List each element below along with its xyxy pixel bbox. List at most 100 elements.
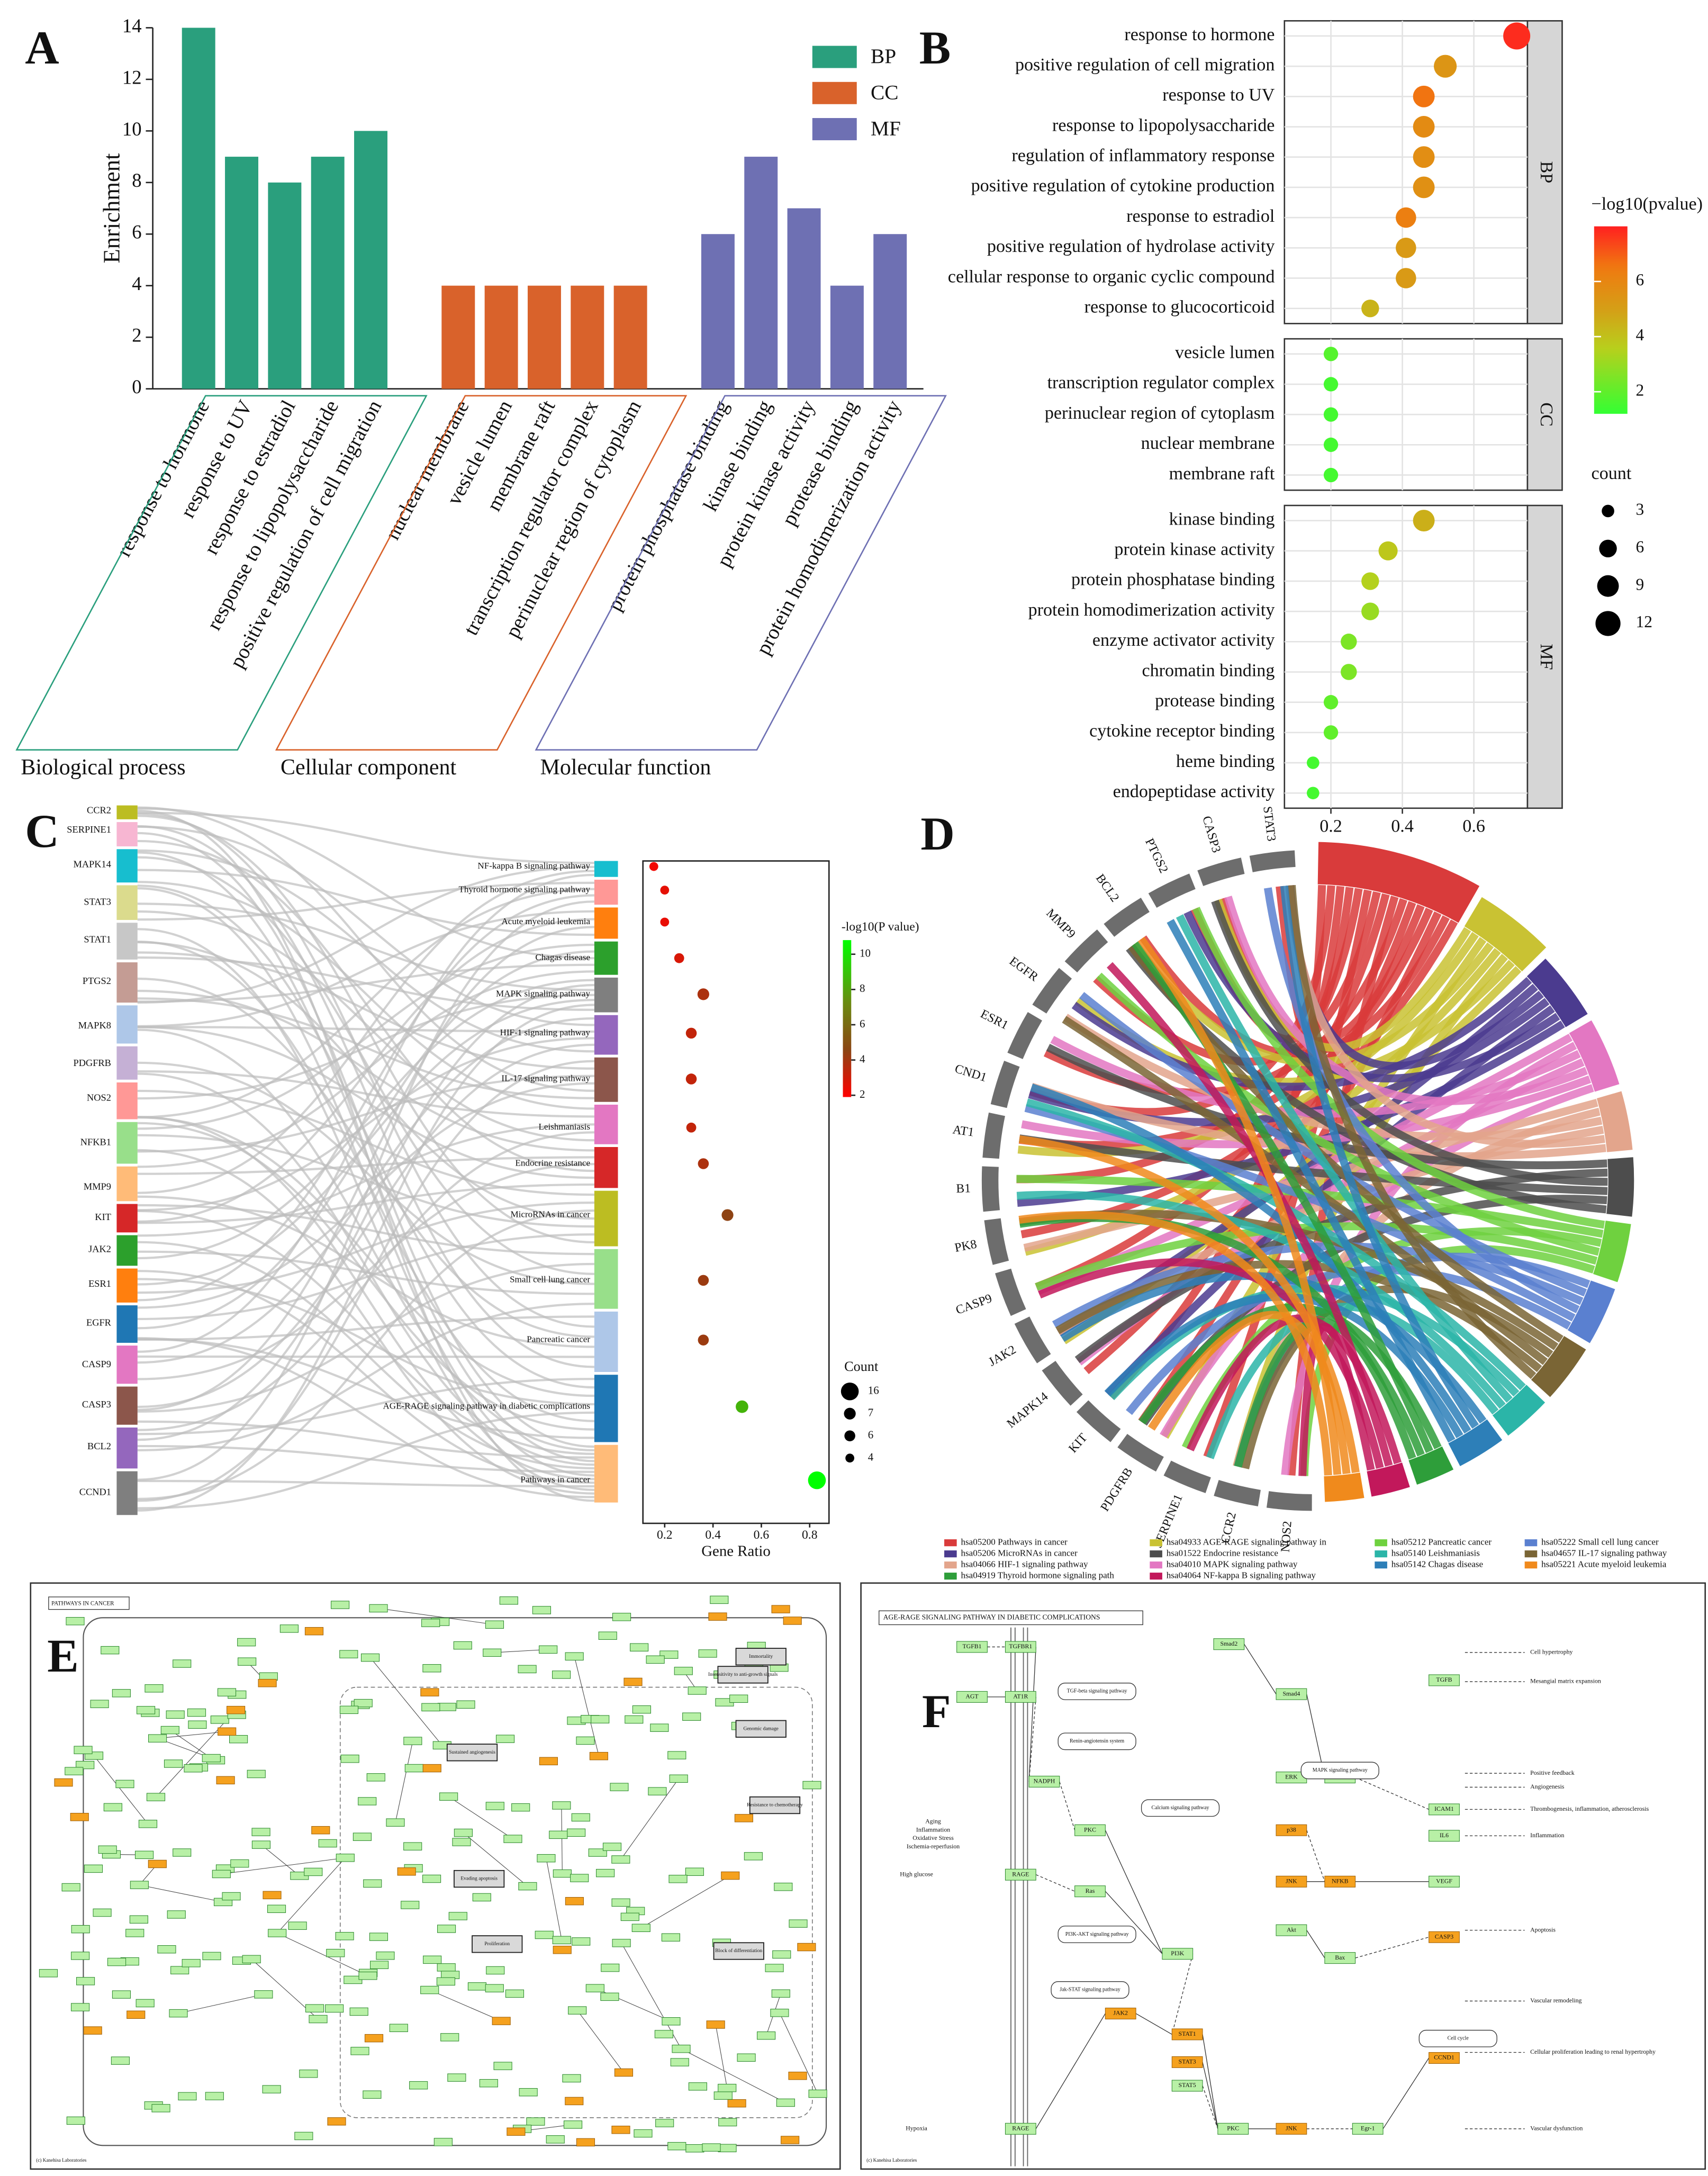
gene-node — [170, 1966, 189, 1974]
size-legend-label: 12 — [1636, 612, 1652, 631]
gene-node — [648, 1787, 667, 1795]
gene-node — [507, 2127, 526, 2136]
sankey-link — [137, 902, 594, 991]
gene-node — [1429, 1830, 1460, 1842]
gene-node — [401, 1901, 420, 1909]
legend-swatch — [1150, 1550, 1162, 1558]
gene-node — [737, 2053, 756, 2062]
gene-node — [363, 2090, 382, 2099]
pathway-label: MAPK signaling pathway — [1313, 1767, 1368, 1773]
gene-label: PK8 — [953, 1238, 978, 1255]
legend-swatch — [1524, 1561, 1538, 1569]
input-label: Hypoxia — [906, 2125, 927, 2132]
gene-node — [222, 1892, 241, 1901]
gene-node — [202, 1754, 221, 1763]
sankey-link — [137, 887, 594, 1477]
sankey-link — [137, 1075, 594, 1153]
size-legend-dot — [844, 1430, 855, 1441]
gene-node — [620, 1912, 639, 1921]
gene-block — [116, 1386, 138, 1425]
gene-node — [808, 2089, 827, 2098]
gene-node — [1028, 1775, 1060, 1787]
gene-block — [116, 1346, 138, 1384]
gene-node — [623, 1677, 643, 1686]
legend-label: hsa04064 NF-kappa B signaling pathway — [1167, 1570, 1316, 1581]
gene-node — [600, 1992, 619, 2001]
gene-arc — [1266, 1491, 1312, 1511]
edge — [261, 1844, 300, 1876]
sankey-link — [137, 943, 594, 1130]
dot — [674, 953, 684, 963]
gene-node — [797, 1943, 816, 1952]
node-label: PI3K — [1171, 1949, 1184, 1957]
pathway-label: Chagas disease — [535, 952, 590, 962]
gene-node — [770, 2009, 789, 2017]
outcome-label: Apoptosis — [1530, 1926, 1556, 1933]
edge — [429, 1990, 502, 2021]
sankey-link — [137, 1195, 594, 1348]
dot — [1361, 572, 1379, 590]
bar — [701, 234, 735, 389]
outcome-label: Cell hypertrophy — [1530, 1648, 1573, 1656]
gene-node — [358, 1797, 377, 1805]
gene-block — [116, 805, 138, 819]
edge — [1035, 1874, 1075, 1892]
gene-node — [111, 2056, 130, 2065]
x-tick-label: 0.8 — [802, 1528, 818, 1542]
dot — [698, 1334, 709, 1346]
sankey-link — [137, 1411, 594, 1510]
gene-node — [698, 1649, 717, 1658]
dot — [1323, 377, 1339, 392]
gene-node — [173, 1848, 192, 1857]
gene-node — [505, 1989, 525, 1998]
pathway-box — [1418, 2029, 1497, 2047]
gene-node — [397, 1867, 416, 1876]
gene-node — [1276, 2123, 1307, 2135]
gene-node — [129, 1915, 148, 1924]
gene-node — [610, 1783, 629, 1791]
node-label: STAT1 — [1179, 2030, 1196, 2037]
size-legend-label: 3 — [1636, 500, 1644, 519]
gene-arc — [990, 1060, 1020, 1108]
gene-node — [1352, 2123, 1384, 2135]
gene-label: BCL2 — [1093, 872, 1122, 905]
dot — [698, 1275, 709, 1286]
gene-node — [230, 1859, 249, 1868]
process-label: Evading apoptosis — [460, 1876, 498, 1882]
gene-node — [576, 1736, 595, 1745]
gene-node — [409, 2081, 428, 2090]
gene-arc — [1076, 1400, 1121, 1442]
gene-node — [674, 1667, 693, 1675]
size-legend-dot — [844, 1407, 856, 1420]
pathway-box — [1058, 1926, 1136, 1943]
node-label: Ras — [1086, 1887, 1095, 1894]
gene-node — [437, 1703, 456, 1711]
chord-ribbon — [1016, 1190, 1506, 1410]
size-legend-dot — [1595, 611, 1621, 636]
diagram-title: AGE-RAGE SIGNALING PATHWAY IN DIABETIC C… — [883, 1613, 1100, 1621]
y-tick-label: vesicle lumen — [1175, 343, 1275, 363]
sankey-link — [137, 1337, 594, 1498]
sankey-link — [137, 1043, 594, 1408]
input-label: Aging — [925, 1818, 941, 1825]
pathway-block — [594, 1104, 618, 1144]
pathway-arc — [1407, 1445, 1454, 1486]
gene-node — [601, 1963, 620, 1972]
gene-node — [263, 1891, 282, 1900]
gene-node — [702, 2143, 721, 2152]
gene-node — [567, 1828, 586, 1837]
gene-node — [420, 1688, 439, 1696]
gene-node — [311, 1826, 330, 1835]
gene-node — [137, 1706, 156, 1714]
gene-node — [146, 1793, 166, 1801]
gene-node — [539, 1757, 558, 1765]
gene-node — [318, 1839, 337, 1848]
pathway-block — [594, 861, 618, 877]
y-tick-label: regulation of inflammatory response — [1011, 146, 1275, 166]
edge — [1202, 2062, 1218, 2129]
pathway-label: IL-17 signaling pathway — [501, 1073, 590, 1083]
gene-node — [363, 1879, 382, 1888]
y-tick-label: response to glucocorticoid — [1085, 297, 1275, 317]
gene-node — [625, 1715, 644, 1724]
